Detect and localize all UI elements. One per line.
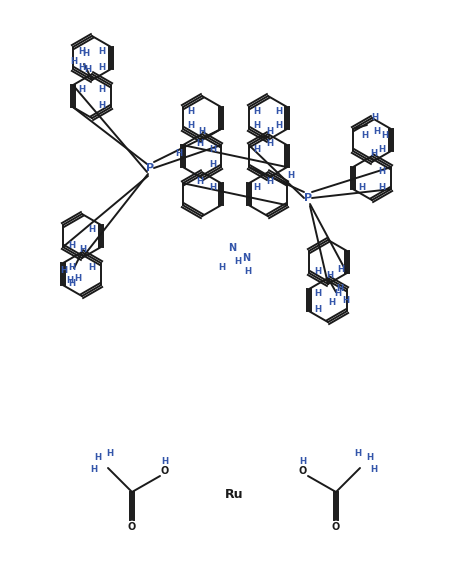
Text: H: H [267, 177, 274, 185]
Text: H: H [361, 131, 368, 139]
Text: H: H [378, 183, 386, 192]
Text: H: H [60, 266, 68, 275]
Text: H: H [85, 66, 92, 74]
Text: H: H [99, 47, 106, 55]
Text: Ru: Ru [225, 487, 243, 501]
Text: H: H [370, 149, 377, 157]
Text: H: H [99, 101, 106, 109]
Text: H: H [276, 122, 283, 131]
Text: H: H [336, 283, 344, 293]
Text: H: H [210, 145, 217, 154]
Text: H: H [74, 274, 82, 283]
Text: H: H [370, 465, 377, 475]
Text: H: H [378, 166, 386, 176]
Text: O: O [332, 522, 340, 532]
Text: H: H [382, 131, 389, 139]
Text: H: H [68, 241, 76, 249]
Text: H: H [288, 170, 295, 180]
Text: H: H [68, 263, 76, 272]
Text: H: H [267, 139, 274, 147]
Text: H: H [244, 267, 252, 276]
Text: H: H [254, 122, 261, 131]
Text: H: H [83, 50, 90, 59]
Text: H: H [342, 295, 350, 305]
Text: H: H [210, 160, 217, 169]
Text: H: H [254, 145, 261, 154]
Text: H: H [197, 139, 204, 147]
Text: H: H [99, 63, 106, 71]
Text: O: O [299, 466, 307, 476]
Text: H: H [314, 289, 321, 298]
Text: H: H [88, 225, 96, 233]
Text: H: H [187, 107, 195, 116]
Text: H: H [88, 263, 96, 272]
Text: H: H [219, 263, 226, 272]
Text: H: H [78, 85, 85, 94]
Text: H: H [328, 298, 336, 306]
Text: H: H [326, 271, 333, 279]
Text: H: H [187, 122, 195, 131]
Text: H: H [254, 183, 261, 192]
Text: H: H [78, 47, 85, 55]
Text: H: H [314, 305, 321, 313]
Text: H: H [210, 183, 217, 192]
Text: H: H [197, 177, 204, 185]
Text: H: H [234, 257, 241, 267]
Text: H: H [314, 267, 321, 275]
Text: H: H [374, 127, 381, 135]
Text: H: H [79, 245, 86, 255]
Text: N: N [242, 253, 250, 263]
Text: O: O [128, 522, 136, 532]
Text: H: H [99, 85, 106, 94]
Text: O: O [161, 466, 169, 476]
Text: H: H [71, 58, 78, 66]
Text: H: H [162, 457, 169, 465]
Text: P: P [146, 163, 154, 173]
Text: H: H [66, 275, 74, 285]
Text: H: H [354, 449, 361, 458]
Text: H: H [299, 457, 306, 465]
Text: H: H [68, 279, 76, 287]
Text: P: P [304, 193, 312, 203]
Text: H: H [91, 465, 98, 475]
Text: H: H [94, 453, 101, 463]
Text: H: H [276, 107, 283, 116]
Text: H: H [371, 112, 379, 122]
Text: H: H [378, 145, 386, 153]
Text: N: N [228, 243, 236, 253]
Text: H: H [367, 453, 374, 463]
Text: H: H [267, 127, 274, 135]
Text: H: H [338, 264, 345, 274]
Text: H: H [176, 149, 183, 158]
Text: H: H [78, 63, 85, 71]
Text: H: H [106, 449, 113, 458]
Text: H: H [254, 107, 261, 116]
Text: H: H [334, 289, 342, 298]
Text: H: H [358, 183, 366, 192]
Text: H: H [198, 127, 205, 135]
